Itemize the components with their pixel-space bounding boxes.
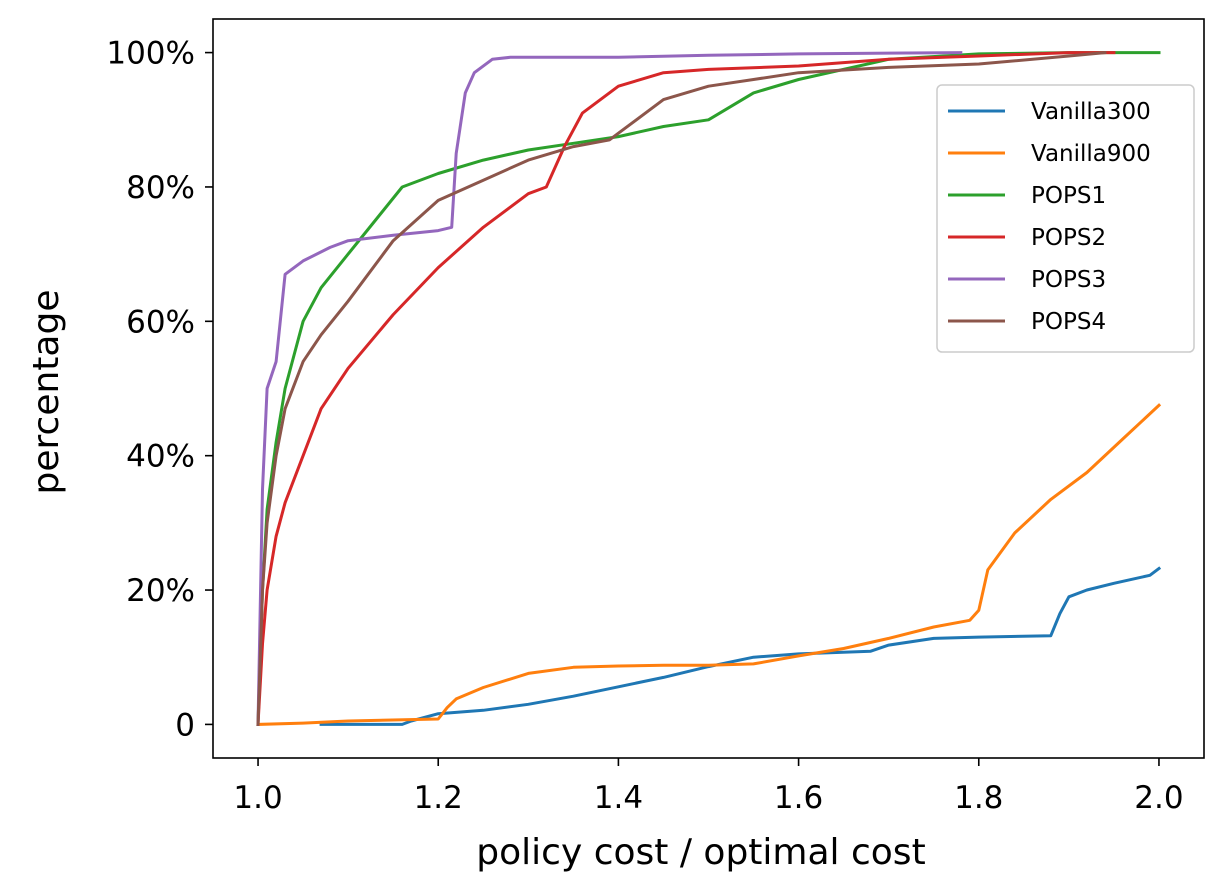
x-tick-label: 1.8	[954, 780, 1003, 816]
x-axis: 1.0 1.2 1.4 1.6 1.8 2.0	[233, 758, 1184, 816]
legend-label-vanilla300: Vanilla300	[1031, 99, 1151, 125]
series-line-vanilla300	[319, 566, 1162, 726]
series-line-pops3	[256, 51, 963, 726]
x-axis-label: policy cost / optimal cost	[476, 832, 925, 873]
x-tick-label: 1.2	[414, 780, 463, 816]
legend-label-pops4: POPS4	[1031, 309, 1106, 335]
legend: Vanilla300 Vanilla900 POPS1 POPS2 POPS3 POPS4	[936, 84, 1195, 353]
series-line-pops4	[256, 50, 1107, 726]
y-tick-label: 80%	[126, 170, 195, 206]
y-tick-label: 0	[175, 707, 195, 743]
legend-label-vanilla900: Vanilla900	[1031, 141, 1151, 167]
y-axis: 0 20% 40% 60% 80% 100%	[106, 36, 213, 743]
y-tick-label: 100%	[106, 36, 195, 72]
x-tick-label: 1.6	[774, 780, 823, 816]
legend-label-pops3: POPS3	[1031, 267, 1106, 293]
y-tick-label: 40%	[126, 439, 195, 475]
y-tick-label: 20%	[126, 573, 195, 609]
x-tick-label: 1.4	[594, 780, 643, 816]
series-line-pops2	[256, 51, 1116, 726]
series-layer	[256, 50, 1162, 726]
legend-label-pops1: POPS1	[1031, 183, 1106, 209]
series-line-vanilla900	[256, 403, 1162, 726]
y-tick-label: 60%	[126, 304, 195, 340]
x-tick-label: 2.0	[1134, 780, 1183, 816]
y-axis-label: percentage	[26, 290, 67, 495]
plot-frame	[212, 18, 1205, 759]
x-tick-label: 1.0	[233, 780, 282, 816]
legend-label-pops2: POPS2	[1031, 225, 1106, 251]
